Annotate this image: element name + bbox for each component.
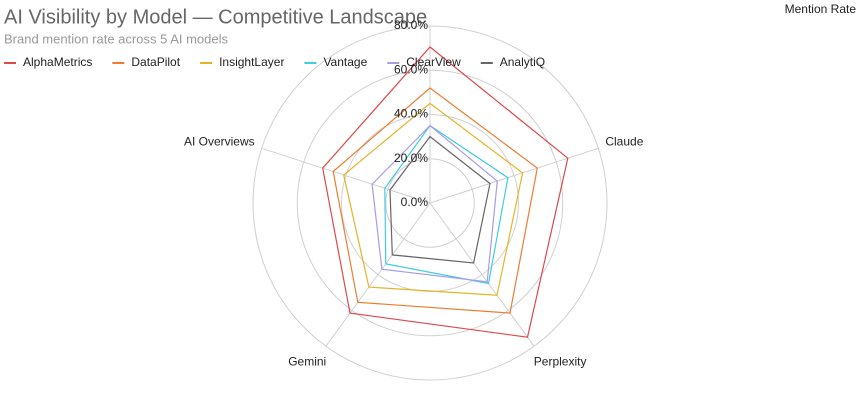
legend-label: AlphaMetrics: [23, 55, 92, 69]
legend-label: AnalytiQ: [500, 55, 545, 69]
tick-label: 0.0%: [401, 195, 429, 209]
legend-item: Vantage: [304, 55, 368, 69]
tick-label: 40.0%: [394, 107, 428, 121]
legend-item: AlphaMetrics: [4, 55, 92, 69]
legend-label: InsightLayer: [219, 55, 284, 69]
legend-item: DataPilot: [112, 55, 181, 69]
category-label: Gemini: [288, 355, 326, 369]
tick-label: 80.0%: [394, 18, 428, 32]
series-line: [389, 135, 491, 264]
legend-item: InsightLayer: [200, 55, 284, 69]
tick-label: 60.0%: [394, 62, 428, 76]
legend-label: Vantage: [323, 55, 367, 69]
series-line: [384, 124, 509, 285]
category-label: Perplexity: [534, 355, 587, 369]
legend-item: ClearView: [387, 55, 461, 69]
chart-subtitle: Brand mention rate across 5 AI models: [4, 31, 229, 46]
spoke: [429, 147, 599, 204]
series-line: [343, 102, 524, 296]
series-line: [371, 124, 498, 283]
spoke: [325, 202, 431, 347]
category-label: AI Overviews: [184, 134, 255, 148]
legend-item: AnalytiQ: [480, 55, 545, 69]
spoke: [261, 147, 431, 204]
grid: [252, 25, 608, 381]
tick-label: 20.0%: [394, 151, 428, 165]
spoke: [429, 202, 535, 347]
legend-label: ClearView: [406, 55, 461, 69]
category-label: Claude: [605, 134, 643, 148]
chart-title: AI Visibility by Model — Competitive Lan…: [4, 6, 427, 28]
axis-title: Mention Rate: [785, 2, 857, 16]
series-line: [322, 46, 569, 338]
legend-label: DataPilot: [131, 55, 180, 69]
series-line: [332, 87, 538, 314]
